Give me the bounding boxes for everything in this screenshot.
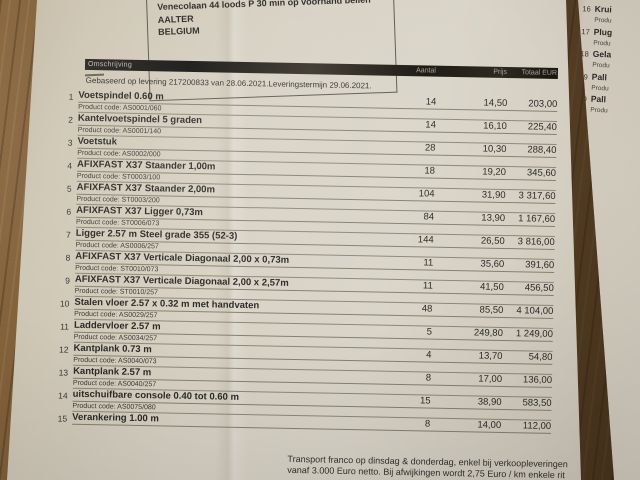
item-unit-price: 85,50 [479,304,504,316]
item-total: 54,80 [528,351,553,363]
item-unit-price: 13,70 [478,350,503,362]
item-unit-price: 14,00 [477,419,502,431]
side-sheet-row: 16 Krui Produ [578,3,613,27]
column-header-quantity: Aantal [416,67,437,75]
item-total: 225,40 [527,121,557,133]
item-quantity: 28 [424,142,436,154]
item-quantity: 15 [419,395,431,407]
item-number: 10 [59,298,70,309]
item-quantity: 11 [423,257,434,269]
item-unit-price: 41,50 [479,281,504,293]
item-total: 1 167,60 [518,213,556,225]
side-product-code: Produ [594,16,612,25]
side-sheet-row: 20 Pall Produ [578,93,609,117]
column-header-description: Omschrijving [87,60,133,69]
side-sheet-row: 19 Pall Produ [578,70,610,94]
item-unit-price: 249,80 [473,327,504,339]
item-number: 1 [68,91,74,102]
item-unit-price: 16,10 [483,120,508,133]
item-unit-price: 26,50 [480,235,505,247]
item-total: 456,50 [524,282,554,294]
item-total: 112,00 [522,420,552,432]
item-quantity: 18 [424,165,436,177]
item-quantity: 8 [424,418,431,430]
item-quantity: 104 [418,188,435,200]
column-header-price: Prijs [493,68,507,77]
item-unit-price: 10,30 [482,143,507,156]
item-number: 13 [58,367,69,378]
item-total: 345,60 [526,167,557,179]
side-item-name: Pall [591,71,608,82]
item-quantity: 11 [422,280,433,292]
item-unit-price: 14,50 [483,97,508,110]
item-number: 8 [65,252,71,263]
fold-mark-left-edge [7,71,33,75]
item-number: 6 [66,206,72,217]
side-item-name: Plug [593,26,613,38]
side-sheet-row: 18 Gela Produ [578,48,612,72]
side-item-number: 17 [581,26,590,37]
item-total: 288,40 [527,144,557,156]
item-number: 15 [57,413,68,424]
item-number: 3 [67,137,73,148]
item-number: 2 [68,114,74,125]
delivery-reference-line: Gebaseerd op levering 217200833 van 28.0… [85,75,372,91]
item-number: 14 [58,390,68,401]
item-quantity: 14 [425,96,437,108]
item-quantity: 8 [425,372,432,384]
item-unit-price: 13,90 [481,212,506,224]
item-total: 3 816,00 [517,236,555,248]
transport-note: Transport franco op dinsdag & donderdag,… [287,454,568,480]
item-quantity: 4 [426,349,432,361]
item-total: 391,60 [525,259,555,271]
item-quantity: 144 [417,234,434,246]
side-sheet-row: 17 Plug Produ [578,25,613,49]
item-number: 4 [67,160,73,171]
side-sheet-items: 16 Krui Produ 17 Plug Produ 18 [578,3,613,117]
item-unit-price: 38,90 [477,396,502,408]
side-item-number: 18 [580,49,589,59]
side-item-number: 19 [579,71,588,81]
side-product-code: Produ [592,61,610,70]
item-quantity: 48 [421,303,433,315]
item-total: 3 317,60 [518,190,556,202]
item-total: 4 104,00 [516,305,554,317]
side-item-name: Pall [590,93,607,105]
item-total: 203,00 [528,98,558,110]
table-header-bar: Omschrijving Aantal Prijs Totaal EUR [84,58,559,79]
item-unit-price: 19,20 [482,166,507,179]
item-quantity: 5 [426,326,433,338]
item-quantity: 84 [423,211,435,223]
side-product-code: Produ [593,39,611,47]
side-item-name: Krui [594,3,612,15]
side-item-number: 20 [578,94,588,104]
side-item-name: Gela [592,48,612,60]
item-number: 9 [65,275,70,286]
item-quantity: 14 [425,119,437,131]
item-number: 12 [58,344,69,355]
item-total: 136,00 [522,374,553,386]
item-unit-price: 31,90 [481,189,506,202]
side-item-number: 16 [582,4,591,14]
column-header-total: Totaal EUR [521,69,557,77]
side-product-code: Produ [590,106,608,115]
item-unit-price: 17,00 [478,373,503,385]
item-total: 1 249,00 [515,328,554,340]
item-number: 5 [66,183,72,194]
side-product-code: Produ [591,84,609,92]
table-rows: 1 Voetspindel 0.60 m 14 14,50 203,00 Pro… [51,89,558,434]
item-unit-price: 35,60 [480,258,505,270]
item-number: 7 [65,229,71,240]
item-total: 583,50 [522,397,552,409]
item-number: 11 [60,321,70,332]
